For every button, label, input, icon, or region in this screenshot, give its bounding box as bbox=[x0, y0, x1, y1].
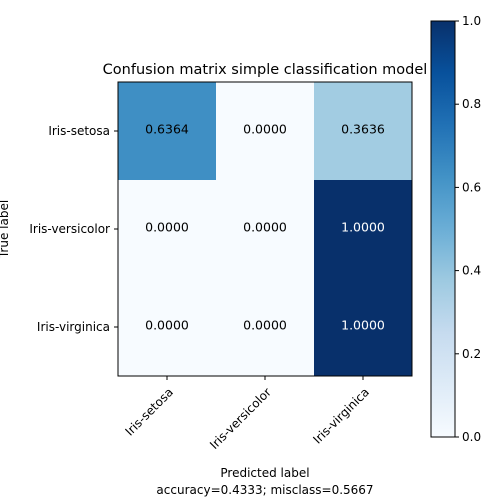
y-axis-label: True label bbox=[0, 200, 11, 259]
colorbar-tick-label: 0.0 bbox=[462, 430, 481, 444]
x-tick-label: Iris-setosa bbox=[122, 385, 176, 439]
cell-value-label: 0.6364 bbox=[145, 122, 189, 137]
heatmap-cell bbox=[216, 180, 315, 279]
y-tick-label: Iris-setosa bbox=[48, 124, 110, 138]
colorbar-tick-label: 0.2 bbox=[462, 347, 481, 361]
heatmap-cell bbox=[118, 278, 217, 377]
colorbar-ticks: 0.0 0.2 0.4 0.6 0.8 1.0 bbox=[455, 14, 481, 444]
y-tick-label: Iris-virginica bbox=[37, 320, 110, 334]
cell-value-label: 0.0000 bbox=[145, 220, 189, 235]
cell-value-label: 0.0000 bbox=[145, 318, 189, 333]
y-axis-ticks: Iris-setosa Iris-versicolor Iris-virginica bbox=[29, 124, 118, 334]
x-axis-label: Predicted label bbox=[220, 466, 309, 480]
cell-value-label: 0.3636 bbox=[341, 122, 385, 137]
heatmap-cell bbox=[216, 82, 315, 181]
colorbar-tick-label: 0.4 bbox=[462, 264, 481, 278]
heatmap-cell bbox=[314, 82, 413, 181]
x-tick-label: Iris-virginica bbox=[310, 385, 372, 447]
colorbar-gradient bbox=[430, 20, 456, 438]
cell-value-label: 0.0000 bbox=[243, 122, 287, 137]
cell-value-label: 1.0000 bbox=[341, 220, 385, 235]
heatmap-cell bbox=[216, 278, 315, 377]
heatmap-cell bbox=[314, 278, 413, 377]
heatmap-cell bbox=[118, 82, 217, 181]
colorbar-tick-label: 0.8 bbox=[462, 97, 481, 111]
chart-title: Confusion matrix simple classification m… bbox=[103, 62, 428, 78]
x-tick-label: Iris-versicolor bbox=[207, 385, 274, 452]
heatmap-cell bbox=[314, 180, 413, 279]
y-tick-label: Iris-versicolor bbox=[29, 222, 110, 236]
cell-value-label: 0.0000 bbox=[243, 318, 287, 333]
accuracy-footer: accuracy=0.4333; misclass=0.5667 bbox=[156, 483, 373, 497]
colorbar: 0.0 0.2 0.4 0.6 0.8 1.0 bbox=[430, 14, 481, 444]
heatmap-cells bbox=[118, 82, 413, 377]
heatmap-cell-labels: 0.6364 0.0000 0.3636 0.0000 0.0000 1.0000 0.00… bbox=[145, 122, 385, 333]
heatmap-cell bbox=[118, 180, 217, 279]
cell-value-label: 0.0000 bbox=[243, 220, 287, 235]
x-axis-ticks: Iris-setosa Iris-versicolor Iris-virginica bbox=[122, 376, 372, 452]
colorbar-tick-label: 1.0 bbox=[462, 14, 481, 28]
cell-value-label: 1.0000 bbox=[341, 318, 385, 333]
colorbar-tick-label: 0.6 bbox=[462, 180, 481, 194]
